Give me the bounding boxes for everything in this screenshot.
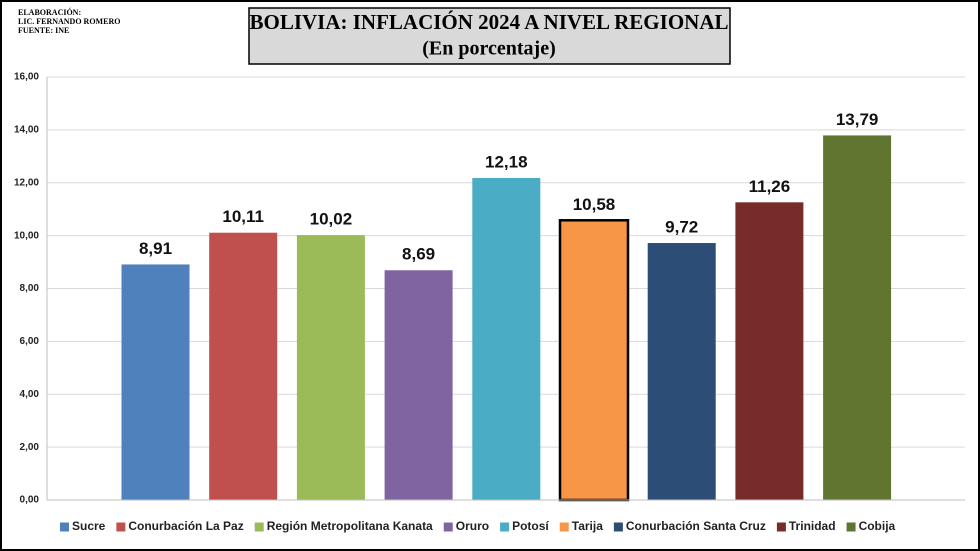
- legend-swatch: [116, 522, 126, 532]
- value-label: 9,72: [665, 218, 698, 237]
- chart-title: BOLIVIA: INFLACIÓN 2024 A NIVEL REGIONAL: [249, 10, 728, 34]
- y-tick-label: 16,00: [14, 72, 39, 83]
- bar: [735, 202, 804, 500]
- legend-label: Tarija: [572, 519, 603, 533]
- y-tick-label: 12,00: [14, 177, 39, 188]
- legend-label: Cobija: [859, 519, 896, 533]
- bar: [823, 135, 892, 500]
- legend-swatch: [60, 522, 69, 532]
- value-label: 12,18: [485, 152, 528, 171]
- bar: [558, 219, 630, 502]
- y-tick-label: 14,00: [14, 125, 39, 136]
- value-label: 8,69: [402, 245, 435, 264]
- legend-swatch: [613, 522, 623, 532]
- chart-subtitle: (En porcentaje): [422, 38, 556, 60]
- legend-label: Trinidad: [789, 519, 836, 533]
- legend-swatch: [776, 522, 786, 532]
- legend-swatch: [500, 522, 510, 532]
- y-tick-label: 10,00: [14, 230, 39, 241]
- value-label: 8,91: [139, 239, 172, 258]
- legend-swatch: [846, 522, 856, 532]
- value-label: 10,58: [573, 195, 616, 214]
- legend-label: Potosí: [512, 519, 549, 533]
- bar: [296, 235, 365, 500]
- legend-swatch: [254, 522, 264, 532]
- value-label: 11,26: [749, 177, 791, 196]
- y-tick-label: 2,00: [20, 442, 40, 453]
- y-tick-label: 8,00: [20, 283, 40, 294]
- annotation: LIC. FERNANDO ROMERO: [18, 17, 120, 26]
- bar: [121, 264, 190, 500]
- bar: [647, 243, 716, 500]
- legend-label: Región Metropolitana Kanata: [267, 519, 433, 533]
- annotation: FUENTE: INE: [18, 26, 69, 35]
- legend-label: Oruro: [456, 519, 489, 533]
- legend-label: Conurbación La Paz: [128, 519, 243, 533]
- bar: [384, 270, 453, 500]
- legend-swatch: [559, 522, 569, 532]
- legend-label: Conurbación Santa Cruz: [626, 519, 766, 533]
- value-label: 10,11: [222, 207, 264, 226]
- legend-swatch: [443, 522, 453, 532]
- value-label: 10,02: [310, 210, 353, 229]
- y-tick-label: 6,00: [20, 336, 40, 347]
- bar: [472, 177, 541, 500]
- y-tick-label: 4,00: [20, 389, 40, 400]
- title-box: [248, 7, 731, 65]
- bar: [209, 232, 278, 501]
- annotation: ELABORACIÓN:: [18, 7, 81, 17]
- value-label: 13,79: [836, 110, 879, 129]
- legend-label: Sucre: [72, 519, 106, 533]
- y-tick-label: 0,00: [20, 495, 40, 506]
